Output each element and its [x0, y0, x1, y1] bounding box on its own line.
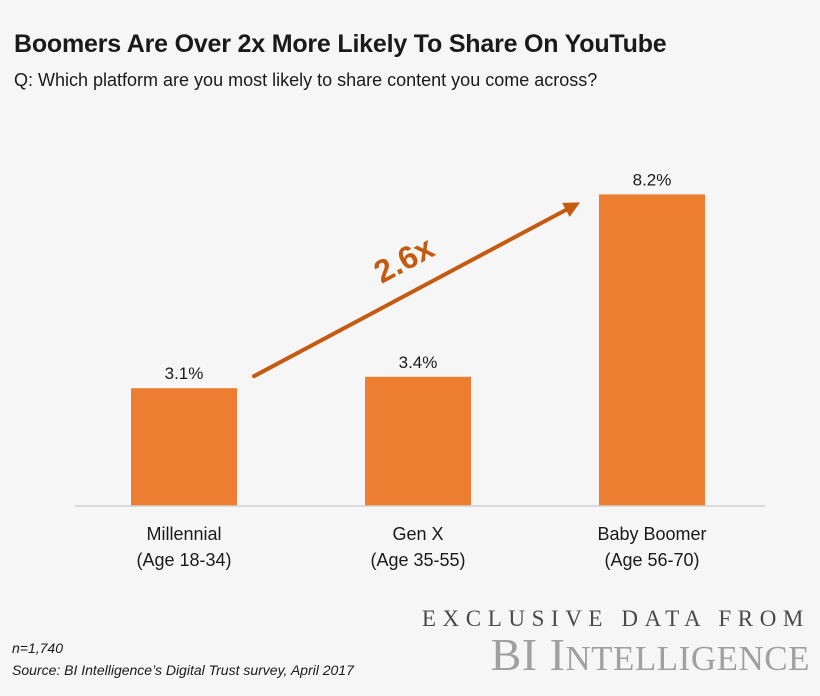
data-label-0: 3.1% [165, 364, 204, 383]
brand-logo-part-2: NTELLIGENCE [565, 639, 810, 678]
bar-0 [131, 388, 237, 506]
growth-arrow-line [252, 206, 570, 379]
data-label-1: 3.4% [399, 353, 438, 372]
chart-title: Boomers Are Over 2x More Likely To Share… [14, 30, 667, 58]
brand-tagline: EXCLUSIVE DATA FROM [421, 606, 810, 631]
category-label-2-1: (Age 56-70) [604, 550, 699, 570]
chart-subtitle: Q: Which platform are you most likely to… [14, 70, 598, 90]
brand-logo-part-1: BI I [490, 629, 566, 680]
data-label-2: 8.2% [633, 170, 672, 189]
category-label-2-0: Baby Boomer [597, 524, 706, 544]
brand-logo: BI INTELLIGENCE [491, 628, 810, 681]
bars-layer [131, 194, 705, 506]
bar-1 [365, 376, 471, 506]
category-label-1-0: Gen X [392, 524, 443, 544]
annotation-layer: 2.6x [252, 202, 580, 379]
source-note: Source: BI Intelligence’s Digital Trust … [12, 662, 354, 678]
bar-2 [599, 194, 705, 506]
category-label-0-0: Millennial [146, 524, 221, 544]
labels-layer: 3.1% Millennial (Age 18-34) 3.4% Gen X (Age 3… [136, 170, 706, 570]
sample-size-note: n=1,740 [12, 640, 63, 656]
category-label-1-1: (Age 35-55) [370, 550, 465, 570]
category-label-0-1: (Age 18-34) [136, 550, 231, 570]
growth-arrow-head [562, 202, 580, 217]
bar-chart: 3.1% Millennial (Age 18-34) 3.4% Gen X (Age 3… [75, 170, 765, 570]
